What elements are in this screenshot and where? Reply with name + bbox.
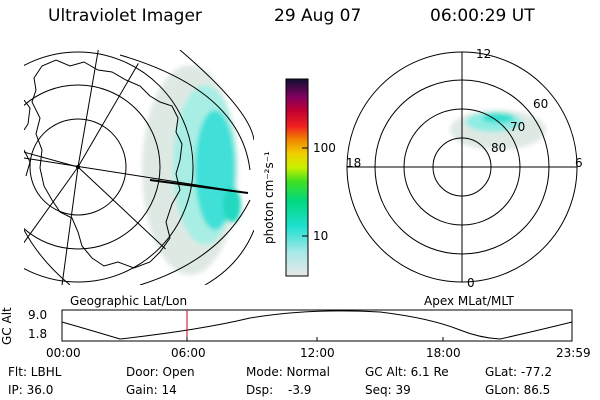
lat-label-60: 60 <box>533 97 549 111</box>
colorbar-tick-10: 10 <box>313 229 329 243</box>
colorbar-unit-label: photon cm⁻²s⁻¹ <box>262 151 276 244</box>
ip-status: IP: 36.0 <box>8 383 54 397</box>
flt-status: Flt: LBHL <box>8 365 62 379</box>
door-status: Door: Open <box>126 365 195 379</box>
glat-status: GLat: -77.2 <box>485 365 552 379</box>
orbit-ytick-1.8: 1.8 <box>28 327 48 341</box>
orbit-xtick-2359: 23:59 <box>556 346 591 360</box>
geographic-map <box>24 50 254 285</box>
dsp-value: -3.9 <box>288 383 312 397</box>
date-label: 29 Aug 07 <box>274 6 362 26</box>
seq-status: Seq: 39 <box>365 383 411 397</box>
instrument-title: Ultraviolet Imager <box>48 6 202 26</box>
dsp-label: Dsp: <box>246 383 274 397</box>
aurora-emission-left <box>142 65 241 275</box>
orbit-ylabel: GC Alt <box>0 307 14 345</box>
mode-status: Mode: Normal <box>246 365 330 379</box>
aurora-emission-right <box>450 110 546 150</box>
mlt-label-0: 0 <box>467 276 475 290</box>
mlt-label-6: 6 <box>575 156 583 170</box>
orbit-xtick-0000: 00:00 <box>46 346 81 360</box>
colorbar <box>285 78 309 277</box>
geographic-caption: Geographic Lat/Lon <box>70 294 188 308</box>
apex-caption: Apex MLat/MLT <box>424 294 514 308</box>
orbit-xtick-1200: 12:00 <box>300 346 335 360</box>
lat-label-70: 70 <box>510 120 526 134</box>
continent-outline <box>31 59 183 269</box>
colorbar-tick-100: 100 <box>313 141 336 155</box>
magnetic-polar-map <box>346 51 578 283</box>
orbit-xtick-0600: 06:00 <box>171 346 206 360</box>
mlt-label-18: 18 <box>346 156 362 170</box>
gc-alt-status: GC Alt: 6.1 Re <box>365 365 449 379</box>
time-label: 06:00:29 UT <box>430 6 535 26</box>
orbit-ytick-9: 9.0 <box>28 308 48 322</box>
mlt-label-12: 12 <box>476 47 492 61</box>
gain-status: Gain: 14 <box>126 383 177 397</box>
orbit-altitude-plot <box>61 309 573 342</box>
orbit-xtick-1800: 18:00 <box>426 346 461 360</box>
lat-label-80: 80 <box>491 141 507 155</box>
glon-status: GLon: 86.5 <box>485 383 551 397</box>
